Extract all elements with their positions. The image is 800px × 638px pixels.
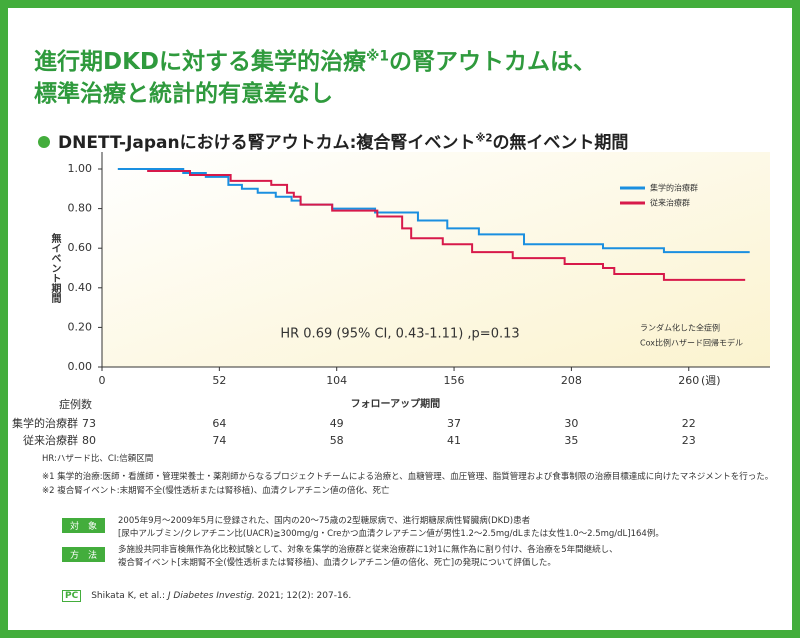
model-note: Cox比例ハザード回帰モデル <box>640 338 743 348</box>
citation: PC Shikata K, et al.: J Diabetes Investig… <box>62 590 351 602</box>
citation-journal: J Diabetes Investig. <box>167 591 255 601</box>
logo: PC <box>62 590 82 602</box>
risk-label: 集学的治療群 <box>12 416 78 430</box>
risk-count: 41 <box>447 434 461 447</box>
risk-count: 58 <box>330 434 344 447</box>
y-tick-label: 1.00 <box>68 162 93 175</box>
subtitle-text: DNETT-Japanにおける腎アウトカム:複合腎イベント <box>58 133 476 153</box>
citation-text: Shikata K, et al.: <box>91 591 168 601</box>
detail-text: [尿中アルブミン/クレアチニン比(UACR)≧300mg/g・Creかつ血清クレ… <box>118 529 664 539</box>
risk-count: 35 <box>564 434 578 447</box>
title-line1: 進行期DKDに対する集学的治療※1の腎アウトカムは、 <box>34 42 596 76</box>
x-tick-label: 156 <box>444 374 465 387</box>
annotation: HR 0.69 (95% CI, 0.43-1.11) ,p=0.13 <box>280 327 519 342</box>
model-note: ランダム化した全症例 <box>640 323 720 333</box>
risk-count: 73 <box>82 417 96 430</box>
x-tick-label: 260 <box>678 374 699 387</box>
detail-text: 多施設共同非盲検無作為化比較試験として、対象を集学的治療群と従来治療群に1対1に… <box>118 545 618 555</box>
detail-tag: 方 法 <box>62 547 106 562</box>
risk-count: 49 <box>330 417 344 430</box>
citation-text: 2021; 12(2): 207-16. <box>254 591 352 601</box>
title-text: 進行期DKDに対する集学的治療 <box>34 49 367 75</box>
risk-count: 22 <box>682 417 696 430</box>
risk-count: 80 <box>82 434 96 447</box>
x-tick-label: 0 <box>99 374 106 387</box>
footnote: ※2 複合腎イベント:末期腎不全(慢性透析または腎移植)、血清クレアチニン値の倍… <box>42 486 390 496</box>
subtitle-text: の無イベント期間 <box>492 133 629 153</box>
detail-tag: 対 象 <box>62 518 106 533</box>
risk-count: 64 <box>212 417 226 430</box>
detail-label: 対 象 <box>62 514 115 533</box>
title-text: の腎アウトカムは、 <box>389 49 597 75</box>
detail-text: 2005年9月～2009年5月に登録された、国内の20～75歳の2型糖尿病で、進… <box>118 516 531 526</box>
footnote: ※1 集学的治療:医師・看護師・管理栄養士・薬剤師からなるプロジェクトチームによ… <box>42 472 774 482</box>
y-tick-label: 0.60 <box>68 241 93 254</box>
legend-label: 集学的治療群 <box>650 183 698 193</box>
subtitle-sup: ※2 <box>475 133 493 145</box>
x-tick-label: 52 <box>212 374 226 387</box>
title-sup: ※1 <box>366 48 390 65</box>
km-curve <box>147 169 746 281</box>
detail-label: 方 法 <box>62 543 115 562</box>
risk-count: 74 <box>212 434 226 447</box>
x-unit: (週) <box>701 374 721 387</box>
y-tick-label: 0.80 <box>68 202 93 215</box>
title-line2: 標準治療と統計的有意差なし <box>34 81 333 107</box>
risk-count: 37 <box>447 417 461 430</box>
legend-label: 従来治療群 <box>650 198 690 208</box>
x-tick-label: 104 <box>326 374 347 387</box>
y-tick-label: 0.20 <box>68 320 93 333</box>
chart: 0.00 0.20 0.40 0.60 0.80 1.00 0 52 104 156 208 260(… <box>12 152 770 447</box>
footnote: HR:ハザード比、CI:信頼区間 <box>42 454 154 464</box>
y-axis-label: 無イベント期間 <box>49 232 61 304</box>
detail-text: 複合腎イベント[末期腎不全(慢性透析または腎移植)、血清クレアチニン値の倍化、死… <box>118 558 556 568</box>
subtitle: DNETT-Japanにおける腎アウトカム:複合腎イベント※2の無イベント期間 <box>38 128 628 153</box>
risk-label: 従来治療群 <box>23 433 78 447</box>
risk-count: 30 <box>564 417 578 430</box>
y-tick-label: 0.00 <box>68 360 93 373</box>
y-tick-label: 0.40 <box>68 281 93 294</box>
risk-count: 23 <box>682 434 696 447</box>
x-axis-label: フォローアップ期間 <box>351 397 441 410</box>
risk-header: 症例数 <box>59 397 92 411</box>
x-tick-label: 208 <box>561 374 582 387</box>
